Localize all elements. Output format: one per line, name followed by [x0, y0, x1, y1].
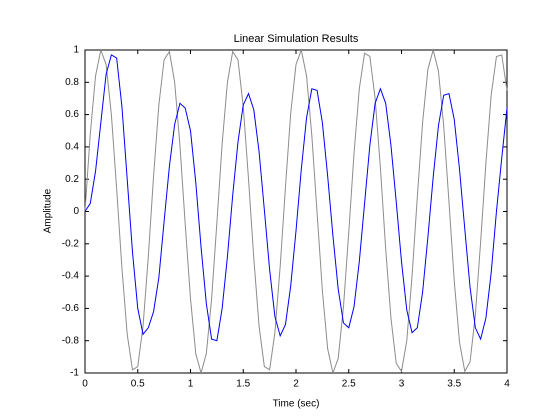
x-tick-label: 4	[504, 379, 510, 390]
x-tick-label: 3.5	[447, 379, 461, 390]
y-tick-label: -0.8	[62, 335, 80, 346]
chart-title: Linear Simulation Results	[234, 33, 359, 45]
x-tick-label: 3	[399, 379, 405, 390]
y-tick-label: 0.2	[65, 174, 79, 185]
y-tick-label: -1	[70, 368, 79, 379]
x-tick-label: 0	[82, 379, 88, 390]
y-tick-label: -0.6	[62, 303, 80, 314]
y-tick-label: 0.6	[65, 109, 79, 120]
x-tick-label: 1	[188, 379, 194, 390]
y-tick-label: -0.2	[62, 238, 80, 249]
x-axis-label: Time (sec)	[273, 399, 320, 410]
y-tick-label: 0.4	[65, 142, 79, 153]
y-tick-label: 0	[73, 206, 79, 217]
y-tick-label: 0.8	[65, 77, 79, 88]
y-tick-label: 1	[73, 45, 79, 56]
x-tick-label: 2.5	[342, 379, 356, 390]
x-tick-label: 0.5	[131, 379, 145, 390]
series-line	[84, 54, 508, 342]
plot-area	[84, 49, 508, 374]
series-line	[84, 48, 508, 375]
x-tick-label: 1.5	[236, 379, 250, 390]
x-tick-label: 2	[293, 379, 299, 390]
y-axis-label: Amplitude	[43, 188, 54, 233]
y-tick-label: -0.4	[62, 271, 80, 282]
